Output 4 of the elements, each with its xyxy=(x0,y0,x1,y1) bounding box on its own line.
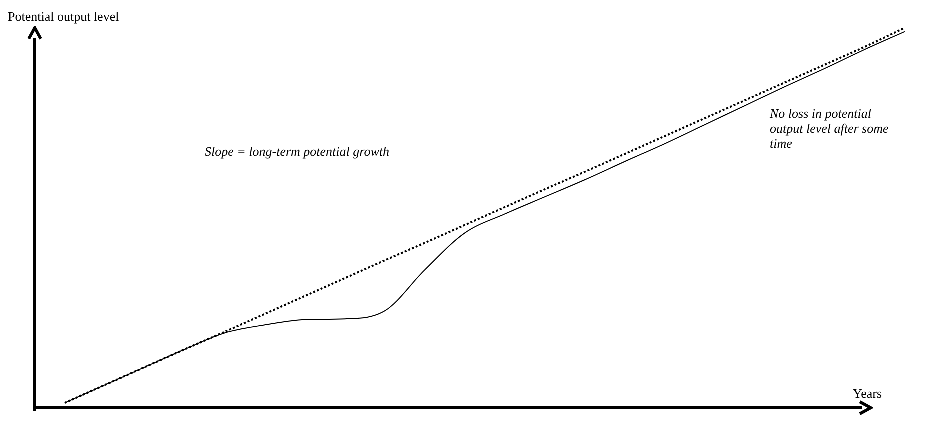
annotation: No loss in potential output level after some time xyxy=(769,106,890,151)
annotation: Slope = long-term potential growth xyxy=(205,144,390,159)
x-axis-title: Years xyxy=(852,386,882,401)
y-axis-title: Potential output level xyxy=(8,9,120,24)
